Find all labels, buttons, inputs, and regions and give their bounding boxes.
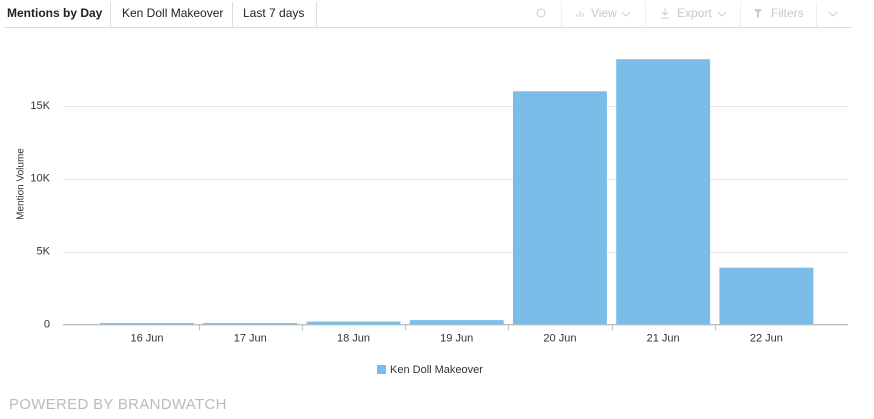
tab-topic[interactable]: Ken Doll Makeover [122, 6, 223, 20]
y-tick-label: 15K [30, 100, 50, 112]
bar [719, 267, 814, 325]
menu-chevron[interactable] [828, 11, 838, 17]
chevron [621, 11, 631, 17]
y-tick-label: 0 [44, 318, 50, 330]
chevron [717, 11, 727, 17]
y-tick-label: 10K [30, 173, 50, 185]
bar [512, 91, 607, 325]
x-tick-label: 16 Jun [130, 332, 163, 344]
x-tick-label: 21 Jun [647, 332, 680, 344]
tab-title[interactable]: Mentions by Day [7, 6, 103, 20]
bar [203, 323, 298, 325]
y-tick-label: 5K [37, 246, 51, 258]
x-tick-label: 17 Jun [234, 332, 267, 344]
legend-swatch [377, 365, 386, 374]
tab-range[interactable]: Last 7 days [243, 6, 304, 20]
info-icon[interactable] [536, 8, 546, 18]
x-tick-label: 20 Jun [543, 332, 576, 344]
x-tick-label: 22 Jun [750, 332, 783, 344]
export-button[interactable]: Export [677, 6, 712, 20]
y-axis-label: Mention Volume [16, 148, 27, 220]
bar [100, 323, 194, 325]
bar [616, 59, 711, 325]
x-tick-label: 19 Jun [440, 332, 473, 344]
filters-button[interactable]: Filters [771, 6, 804, 20]
filter-icon [754, 9, 762, 18]
view-icon [576, 11, 584, 17]
view-button[interactable]: View [591, 6, 617, 20]
bar [409, 320, 504, 325]
x-tick-label: 18 Jun [337, 332, 370, 344]
toolbar: Mentions by Day Ken Doll Makeover Last 7… [5, 2, 852, 28]
bar [306, 321, 401, 325]
export-icon [661, 8, 669, 19]
footer: POWERED BY BRANDWATCH [9, 396, 227, 413]
legend-label: Ken Doll Makeover [390, 364, 483, 376]
